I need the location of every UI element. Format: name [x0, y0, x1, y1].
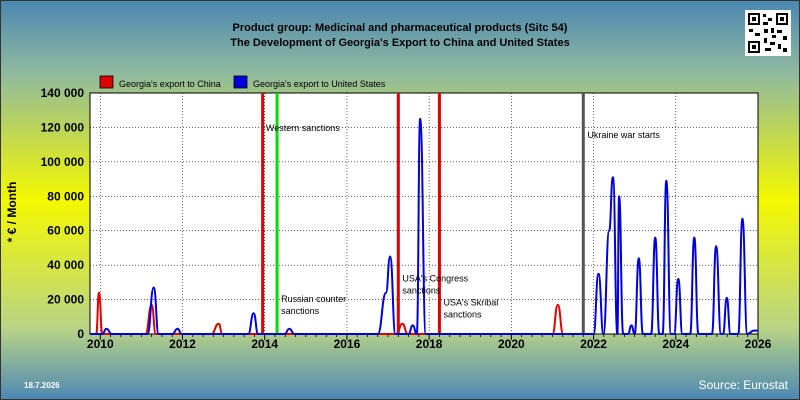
- event-markers: [261, 93, 585, 334]
- annotation-text: sanctions: [443, 310, 482, 320]
- x-axis: 2010 2012 2014 2016 2018 2020 2022 2024 2026: [87, 334, 772, 351]
- annotation-text: Western sanctions: [266, 123, 340, 133]
- event-annotations: Western sanctions Russian counter sanction…: [266, 123, 660, 320]
- legend-label: Georgia's export to China: [119, 79, 221, 89]
- legend: Georgia's export to China Georgia's expor…: [99, 75, 386, 89]
- date-stamp: 18.7.2026: [24, 381, 60, 390]
- x-tick-label: 2014: [251, 337, 278, 351]
- legend-label: Georgia's export to United States: [253, 79, 386, 89]
- chart-title: Product group: Medicinal and pharmaceuti…: [232, 22, 568, 34]
- annotation-text: USA's Congress: [402, 273, 468, 283]
- x-tick-label: 2024: [662, 337, 689, 351]
- source-label: Source: Eurostat: [698, 378, 788, 392]
- annotation-text: Ukraine war starts: [587, 130, 660, 140]
- y-axis: 0 20 000 40 000 60 000 80 000 100 000 120 000 1…: [41, 86, 85, 341]
- y-tick-label: 60 000: [47, 224, 84, 238]
- chart-subtitle: The Development of Georgia's Export to C…: [230, 37, 570, 49]
- y-axis-label: * € / Month: [5, 182, 19, 243]
- x-tick-label: 2010: [87, 337, 114, 351]
- series-line-1: [90, 117, 758, 336]
- data-series: [90, 117, 758, 336]
- legend-swatch: [99, 75, 114, 89]
- y-tick-label: 0: [77, 327, 84, 341]
- annotation-text: sanctions: [402, 286, 441, 296]
- annotation-text: sanctions: [281, 306, 320, 316]
- x-tick-label: 2016: [334, 337, 361, 351]
- y-tick-label: 80 000: [47, 189, 84, 203]
- y-tick-label: 100 000: [41, 155, 85, 169]
- qr-code-icon: [745, 10, 791, 56]
- x-tick-label: 2022: [580, 337, 607, 351]
- legend-swatch: [233, 75, 248, 89]
- x-tick-label: 2020: [498, 337, 525, 351]
- y-tick-label: 20 000: [47, 293, 84, 307]
- y-tick-label: 140 000: [41, 86, 85, 100]
- x-tick-label: 2026: [745, 337, 772, 351]
- y-tick-label: 40 000: [47, 258, 84, 272]
- annotation-text: USA's Skribal: [443, 298, 498, 308]
- annotation-text: Russian counter: [281, 294, 346, 304]
- y-tick-label: 120 000: [41, 120, 85, 134]
- x-tick-label: 2012: [169, 337, 196, 351]
- x-tick-label: 2018: [416, 337, 443, 351]
